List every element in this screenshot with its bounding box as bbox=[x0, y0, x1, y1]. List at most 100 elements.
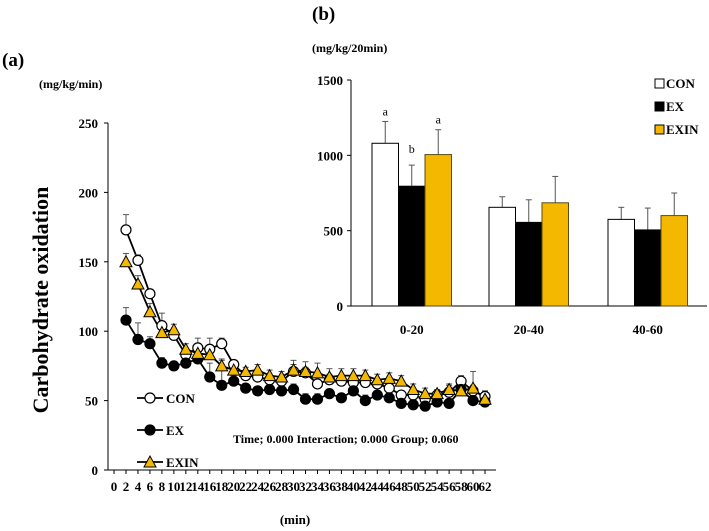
data-point-exin bbox=[167, 322, 181, 336]
x-tick-label: 38 bbox=[335, 479, 349, 494]
legend-label: CON bbox=[166, 391, 196, 406]
inset-x-tick-label: 40-60 bbox=[633, 322, 663, 337]
y-tick-label: 150 bbox=[79, 255, 99, 270]
data-point-exin bbox=[346, 368, 361, 382]
stats-annotation: Time; 0.000 Interaction; 0.000 Group; 0.… bbox=[233, 432, 459, 446]
data-point-exin bbox=[430, 386, 444, 400]
inset-legend-label: EX bbox=[666, 99, 685, 114]
y-tick-label: 250 bbox=[79, 116, 99, 131]
data-point-ex bbox=[323, 388, 336, 400]
x-tick-label: 4 bbox=[135, 479, 142, 494]
data-point-ex bbox=[347, 385, 359, 397]
x-tick-label: 20 bbox=[227, 479, 240, 494]
data-point-ex bbox=[407, 399, 419, 411]
data-point-ex bbox=[156, 357, 168, 369]
x-tick-label: 12 bbox=[179, 479, 192, 494]
bar-con bbox=[488, 206, 516, 307]
bar-exin bbox=[660, 215, 688, 307]
x-tick-label: 58 bbox=[455, 479, 469, 494]
data-point-ex bbox=[275, 385, 288, 397]
x-tick-label: 22 bbox=[239, 479, 252, 494]
legend-marker-ex bbox=[144, 424, 156, 436]
y-tick-label: 0 bbox=[92, 463, 99, 478]
data-point-ex bbox=[311, 393, 324, 405]
data-point-ex bbox=[443, 397, 455, 409]
x-tick-label: 16 bbox=[203, 479, 217, 494]
x-tick-label: 42 bbox=[359, 479, 372, 494]
data-point-ex bbox=[216, 379, 228, 391]
data-point-ex bbox=[359, 395, 371, 407]
bar-exin bbox=[424, 154, 452, 307]
x-tick-label: 2 bbox=[123, 479, 130, 494]
data-point-ex bbox=[204, 371, 216, 383]
inset-x-tick-label: 0-20 bbox=[400, 322, 424, 337]
bar-exin bbox=[541, 202, 569, 307]
data-point-ex bbox=[383, 392, 395, 404]
x-tick-label: 44 bbox=[371, 479, 385, 494]
data-point-ex bbox=[371, 389, 383, 401]
x-tick-label: 26 bbox=[263, 479, 277, 494]
data-point-ex bbox=[168, 360, 180, 372]
data-point-exin bbox=[250, 363, 265, 376]
data-point-exin bbox=[298, 364, 313, 377]
x-tick-label: 18 bbox=[215, 479, 229, 494]
data-point-ex bbox=[467, 395, 479, 407]
x-tick-label: 28 bbox=[275, 479, 289, 494]
y-axis-label: Carbohydrate oxidation bbox=[28, 187, 53, 414]
data-point-con bbox=[132, 254, 144, 267]
significance-letter: a bbox=[383, 104, 389, 118]
data-point-exin bbox=[310, 365, 325, 379]
y-tick-label: 50 bbox=[85, 394, 98, 409]
inset-legend-label: CON bbox=[666, 76, 696, 91]
bar-con bbox=[607, 218, 635, 307]
x-tick-label: 56 bbox=[443, 479, 457, 494]
inset-legend-swatch-con bbox=[654, 78, 665, 89]
inset-x-tick-label: 20-40 bbox=[514, 322, 544, 337]
data-point-ex bbox=[180, 357, 192, 369]
inset-legend-label: EXIN bbox=[666, 122, 699, 137]
data-point-exin bbox=[466, 381, 480, 394]
data-point-exin bbox=[370, 372, 385, 386]
data-point-ex bbox=[264, 383, 276, 396]
x-axis-label: (min) bbox=[280, 512, 310, 527]
x-tick-label: 8 bbox=[159, 479, 166, 494]
significance-letter: b bbox=[409, 142, 415, 156]
data-point-exin bbox=[334, 368, 349, 382]
x-tick-label: 14 bbox=[191, 479, 205, 494]
inset-y-tick-label: 0 bbox=[337, 299, 344, 314]
data-point-exin bbox=[178, 342, 193, 355]
data-point-con bbox=[216, 338, 228, 350]
x-tick-label: 50 bbox=[407, 479, 420, 494]
x-tick-label: 24 bbox=[251, 479, 265, 494]
inset-y-tick-label: 500 bbox=[324, 224, 344, 239]
data-point-ex bbox=[419, 400, 431, 412]
x-tick-label: 30 bbox=[287, 479, 300, 494]
data-point-exin bbox=[406, 382, 421, 395]
y-tick-label: 200 bbox=[79, 185, 99, 200]
x-tick-label: 52 bbox=[419, 479, 432, 494]
x-tick-label: 36 bbox=[323, 479, 337, 494]
x-tick-label: 32 bbox=[299, 479, 312, 494]
data-point-exin bbox=[286, 363, 301, 376]
legend-marker-exin bbox=[143, 454, 157, 468]
y-tick-label: 100 bbox=[79, 324, 99, 339]
data-point-exin bbox=[382, 371, 397, 384]
data-point-exin bbox=[214, 358, 229, 372]
data-point-exin bbox=[418, 386, 433, 400]
bar-con bbox=[371, 142, 399, 307]
x-tick-label: 40 bbox=[347, 479, 360, 494]
panel-b-label: (b) bbox=[312, 4, 335, 25]
data-point-ex bbox=[252, 385, 264, 397]
data-point-exin bbox=[202, 347, 217, 361]
bar-chart-inset: 0 500 1000 1500 0-20 a b a 20-40 40-60 CON EX EXIN bbox=[317, 73, 707, 337]
data-point-ex bbox=[132, 333, 144, 346]
data-point-ex bbox=[240, 382, 252, 394]
panel-b-yunit: (mg/kg/20min) bbox=[312, 41, 387, 55]
data-point-exin bbox=[394, 374, 409, 387]
bar-ex bbox=[515, 221, 543, 307]
data-point-exin bbox=[262, 368, 277, 382]
legend-marker-con bbox=[144, 392, 156, 404]
data-point-con bbox=[383, 382, 395, 394]
data-point-con bbox=[120, 224, 132, 236]
